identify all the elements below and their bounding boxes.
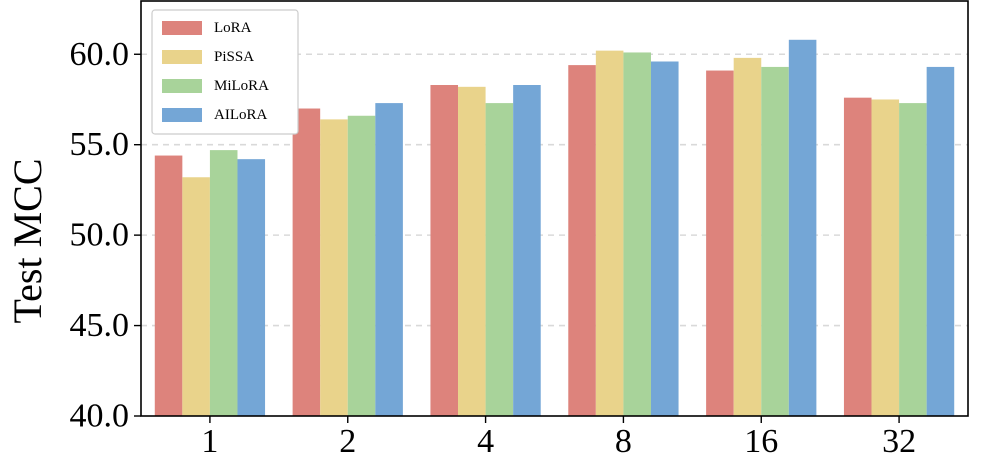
x-tick-label: 16: [744, 423, 778, 460]
y-tick-label: 60.0: [70, 36, 130, 73]
bar: [430, 85, 459, 416]
y-tick-label: 50.0: [70, 217, 130, 254]
bar: [871, 99, 900, 416]
bar: [623, 52, 651, 416]
bar: [375, 103, 403, 417]
bar: [320, 119, 348, 417]
x-tick-label: 8: [615, 423, 632, 460]
x-tick-label: 32: [882, 423, 916, 460]
bar: [733, 57, 762, 416]
bar: [568, 65, 596, 417]
x-tick-label: 2: [339, 423, 356, 460]
bar: [788, 39, 817, 416]
y-axis-label: Test MCC: [5, 159, 50, 324]
legend: LoRA PiSSA MiLoRA AILoRA: [151, 9, 299, 135]
x-tick-label: 4: [477, 423, 494, 460]
legend-label: AILoRA: [214, 107, 267, 123]
bar: [154, 155, 183, 416]
axis-layer: 40.0 45.0 50.0 55.0 60.0 1 2 4 8 16 32: [70, 0, 969, 460]
legend-label: LoRA: [214, 20, 252, 36]
bar: [843, 97, 872, 417]
y-tick-label: 45.0: [70, 307, 130, 344]
bar: [595, 50, 624, 416]
legend-box: [151, 9, 299, 135]
bar-layer: [154, 39, 955, 417]
bar: [347, 115, 376, 416]
legend-swatch: [162, 50, 202, 64]
bar: [485, 103, 514, 417]
bar: [706, 70, 734, 417]
y-tick-label: 40.0: [70, 398, 130, 435]
legend-swatch: [162, 79, 202, 93]
bar: [761, 66, 789, 416]
legend-label: MiLoRA: [214, 78, 269, 94]
bar: [650, 61, 679, 416]
bar: [926, 66, 955, 416]
legend-label: PiSSA: [214, 49, 254, 65]
y-tick-label: 55.0: [70, 126, 130, 163]
legend-swatch: [162, 21, 202, 35]
plot-frame: [140, 0, 969, 417]
bar: [292, 108, 321, 417]
legend-swatch: [162, 108, 202, 122]
bar: [458, 86, 486, 417]
bar: [209, 150, 238, 416]
bar: [899, 103, 927, 417]
bar: [237, 159, 266, 416]
bar: [513, 85, 541, 416]
x-tick-label: 1: [201, 423, 218, 460]
bar: [182, 177, 210, 416]
